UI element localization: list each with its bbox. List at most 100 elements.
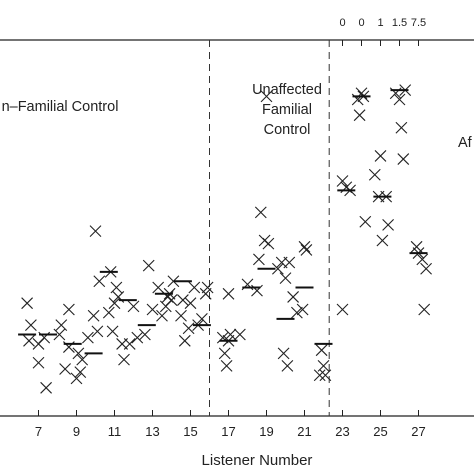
- data-point: [201, 281, 214, 294]
- data-point: [74, 366, 87, 379]
- data-point: [102, 306, 115, 319]
- data-point-stroke-b: [167, 275, 180, 288]
- x-tick-label: 19: [259, 424, 273, 439]
- data-point: [220, 359, 233, 372]
- data-point-stroke-b: [182, 322, 195, 335]
- data-point: [374, 150, 387, 162]
- data-point-stroke-b: [74, 366, 87, 379]
- data-point: [416, 253, 429, 266]
- data-point-stroke-b: [156, 309, 168, 322]
- data-point: [32, 356, 45, 369]
- data-point-stroke-b: [296, 303, 309, 316]
- data-point: [139, 328, 151, 341]
- data-point-stroke-b: [118, 353, 130, 366]
- data-point-stroke-b: [112, 291, 125, 303]
- data-point: [279, 272, 292, 285]
- data-point: [196, 312, 208, 325]
- data-points: [21, 84, 432, 394]
- data-point: [287, 291, 299, 303]
- data-point-stroke-b: [220, 359, 233, 372]
- data-point-stroke-b: [87, 309, 100, 322]
- data-point-stroke-b: [279, 272, 292, 285]
- data-point: [178, 334, 191, 347]
- data-point-stroke-b: [416, 253, 429, 266]
- data-point-stroke-b: [55, 319, 68, 332]
- data-point: [253, 253, 265, 266]
- data-point-stroke-b: [234, 328, 246, 341]
- x-tick-label: 21: [297, 424, 311, 439]
- data-point-stroke-b: [224, 328, 237, 341]
- data-point-stroke-b: [359, 215, 372, 228]
- top-tick-label: 1.5: [392, 17, 407, 29]
- data-point: [254, 206, 267, 219]
- data-point: [336, 175, 349, 187]
- data-point-stroke-b: [262, 237, 275, 250]
- data-point: [72, 347, 85, 360]
- data-point-stroke-b: [178, 334, 191, 347]
- data-point-stroke-b: [131, 331, 144, 344]
- top-tick-label: 0: [358, 17, 364, 29]
- data-point-stroke-b: [410, 240, 423, 253]
- data-point: [63, 303, 75, 316]
- x-tick-label: 15: [183, 424, 197, 439]
- data-point-stroke-b: [110, 281, 123, 294]
- data-point: [317, 359, 330, 372]
- group-labels: n–Familial Control Unaffected Familial Cont…: [2, 82, 473, 151]
- data-point: [224, 328, 237, 341]
- data-point-stroke-b: [102, 306, 115, 319]
- data-point: [131, 331, 144, 344]
- data-point-stroke-b: [40, 381, 52, 394]
- data-point: [93, 275, 106, 288]
- data-point-stroke-b: [93, 275, 106, 288]
- data-point-stroke-b: [175, 309, 187, 322]
- data-point: [53, 328, 66, 341]
- data-point-stroke-b: [300, 244, 313, 256]
- data-point: [420, 262, 432, 275]
- data-point-stroke-b: [72, 347, 85, 360]
- group-label-1-line-1: n–Familial Control: [2, 99, 119, 115]
- data-point: [118, 353, 130, 366]
- data-point-stroke-b: [251, 284, 263, 297]
- data-point-stroke-b: [313, 369, 326, 382]
- data-point-stroke-b: [382, 218, 394, 231]
- data-point: [272, 262, 284, 275]
- data-point-stroke-b: [146, 303, 159, 316]
- data-point: [123, 338, 136, 350]
- data-point: [296, 303, 309, 316]
- x-tick-label: 17: [221, 424, 235, 439]
- data-point: [21, 297, 33, 310]
- data-point: [127, 300, 140, 313]
- data-point: [262, 237, 275, 250]
- data-point: [222, 287, 235, 300]
- data-point: [260, 90, 273, 103]
- x-axis-ticks: 7 9 11 13 15 17 19 21 23 25 27: [35, 410, 426, 439]
- data-point: [177, 294, 189, 306]
- data-point-stroke-b: [298, 240, 311, 253]
- x-tick-label: 13: [145, 424, 159, 439]
- data-point-stroke-b: [70, 372, 83, 385]
- data-point-stroke-b: [21, 297, 33, 310]
- data-point: [110, 281, 123, 294]
- data-point-stroke-b: [127, 300, 140, 313]
- data-point-stroke-b: [196, 312, 208, 325]
- data-point-stroke-b: [82, 331, 94, 344]
- data-point: [106, 325, 119, 338]
- data-point-stroke-b: [254, 206, 267, 219]
- data-point: [410, 240, 423, 253]
- x-tick-label: 11: [108, 424, 122, 439]
- data-point-stroke-b: [395, 121, 408, 134]
- data-point-stroke-b: [260, 90, 273, 103]
- data-point: [23, 334, 35, 347]
- top-tick-label: 1: [377, 17, 383, 29]
- data-point: [40, 381, 52, 394]
- data-point-stroke-b: [89, 225, 102, 238]
- data-point-stroke-b: [25, 319, 37, 332]
- group-label-2-line-3: Control: [264, 122, 311, 138]
- data-point-stroke-b: [319, 369, 332, 382]
- data-point: [142, 259, 155, 272]
- data-point-stroke-b: [253, 253, 265, 266]
- data-point-stroke-b: [368, 168, 381, 181]
- data-point: [336, 303, 349, 316]
- group-label-3-line-1: Af: [458, 135, 473, 151]
